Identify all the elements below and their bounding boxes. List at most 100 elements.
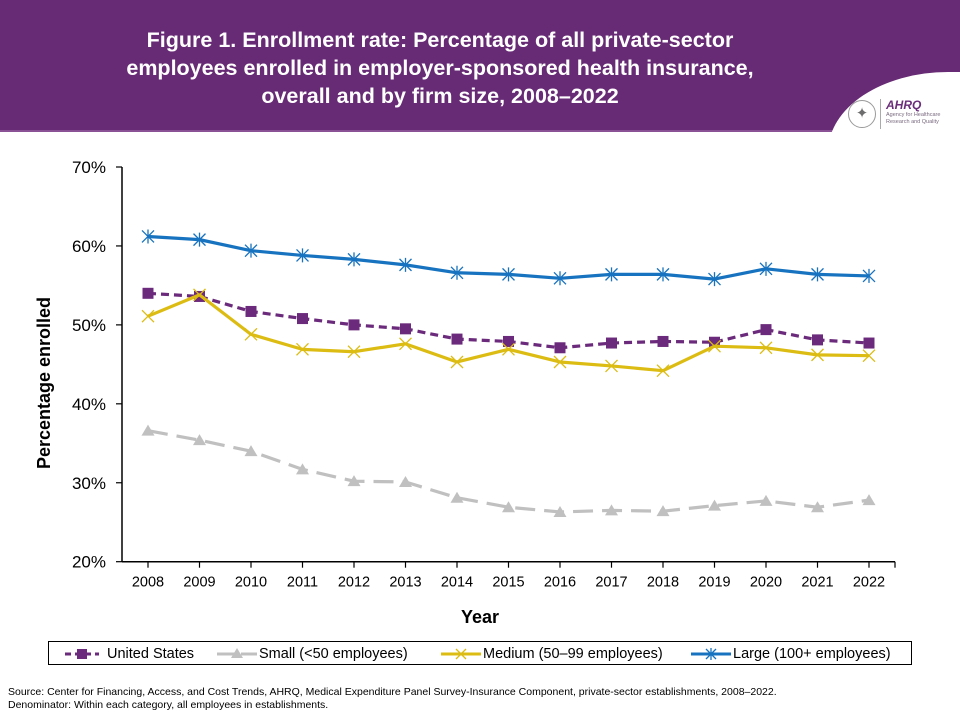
data-point-asterisk	[759, 261, 773, 276]
x-tick-label: 2009	[183, 575, 215, 591]
logo-area	[812, 72, 960, 212]
legend-label: Medium (50–99 employees)	[483, 646, 663, 662]
data-point-triangle	[708, 499, 721, 511]
legend-marker-x-icon	[441, 648, 481, 660]
title-line-2: employees enrolled in employer-sponsored…	[126, 56, 754, 80]
x-tick-label: 2018	[647, 575, 679, 591]
data-point-triangle	[244, 445, 258, 457]
data-point-asterisk	[399, 257, 412, 272]
legend-marker-triangle-icon	[217, 648, 257, 658]
data-point-triangle	[502, 501, 515, 513]
x-tick-label: 2008	[132, 575, 164, 591]
x-tick-label: 2022	[853, 575, 885, 591]
data-point-square	[812, 334, 823, 346]
data-point-asterisk	[605, 267, 618, 282]
data-point-square	[348, 319, 360, 331]
data-point-x	[502, 342, 515, 356]
data-point-square	[245, 305, 257, 317]
data-point-x	[708, 339, 721, 353]
legend-label: Large (100+ employees)	[733, 646, 891, 662]
data-point-x	[399, 337, 412, 351]
legend-marker-square-icon	[65, 649, 99, 659]
logo-divider	[880, 99, 881, 129]
x-tick-label: 2020	[750, 575, 782, 591]
data-point-x	[759, 341, 773, 355]
y-tick-label: 20%	[72, 553, 106, 572]
line-chart: 20% 30% 40% 50% 60% 70% 2008 2009 2010 2011 2012 20…	[34, 158, 896, 627]
y-tick-label: 50%	[72, 316, 106, 335]
data-point-square	[503, 335, 514, 347]
data-point-x	[141, 309, 155, 323]
y-tick-label: 40%	[72, 395, 106, 414]
data-point-x	[450, 355, 464, 369]
data-point-x	[193, 288, 206, 302]
series-small-50-employees	[141, 424, 876, 517]
data-point-triangle	[553, 505, 567, 517]
title-line-1: Figure 1. Enrollment rate: Percentage of…	[146, 28, 734, 52]
x-axis-title: Year	[461, 607, 499, 627]
x-tick-label: 2014	[441, 575, 473, 591]
data-point-square	[451, 333, 463, 345]
data-point-x	[605, 359, 618, 373]
data-point-square	[297, 313, 308, 325]
data-point-triangle	[141, 424, 155, 436]
data-point-asterisk	[502, 267, 515, 282]
header-banner: Figure 1. Enrollment rate: Percentage of…	[0, 0, 960, 212]
data-point-asterisk	[708, 272, 721, 287]
x-tick-label: 2017	[595, 575, 627, 591]
x-tick-label: 2019	[698, 575, 730, 591]
data-point-x	[244, 327, 258, 341]
ahrq-logo-subtext: Agency for Healthcare Research and Quali…	[886, 112, 941, 125]
data-point-asterisk	[811, 267, 824, 282]
y-tick-label: 30%	[72, 474, 106, 493]
data-point-asterisk	[450, 265, 464, 280]
data-point-triangle	[347, 475, 361, 487]
source-note: Source: Center for Financing, Access, an…	[8, 686, 777, 698]
data-point-x	[296, 342, 309, 356]
data-point-asterisk	[656, 267, 670, 282]
legend-label: United States	[107, 646, 195, 662]
data-point-square	[606, 337, 617, 349]
series-medium-50-99-employees	[141, 288, 876, 378]
y-axis-title: Percentage enrolled	[34, 297, 54, 469]
legend-item-large: Large (100+ employees)	[689, 644, 909, 664]
legend: United States Small (<50 employees) Medi…	[48, 641, 912, 665]
y-tick-label: 60%	[72, 237, 106, 256]
chart-title: Figure 1. Enrollment rate: Percentage of…	[80, 26, 800, 110]
denominator-note: Denominator: Within each category, all e…	[8, 699, 329, 711]
legend-item-small: Small (<50 employees)	[215, 644, 445, 664]
title-line-3: overall and by firm size, 2008–2022	[261, 84, 619, 108]
x-tick-label: 2013	[389, 575, 421, 591]
footer-notes: Source: Center for Financing, Access, an…	[8, 686, 777, 712]
data-point-square	[709, 336, 720, 348]
data-point-x	[347, 345, 361, 359]
legend-label: Small (<50 employees)	[259, 646, 408, 662]
data-point-triangle	[296, 463, 309, 475]
series-united-states	[142, 287, 875, 354]
data-point-asterisk	[141, 229, 155, 244]
data-point-triangle	[656, 505, 670, 517]
series-line	[147, 429, 870, 514]
data-point-triangle	[811, 501, 824, 513]
x-tick-label: 2015	[492, 575, 524, 591]
data-point-asterisk	[193, 232, 206, 247]
ahrq-logo: AHRQ	[886, 98, 922, 112]
data-point-x	[553, 355, 567, 369]
hhs-eagle-icon: ✦	[848, 100, 876, 128]
data-point-asterisk	[296, 248, 309, 263]
x-tick-label: 2010	[235, 575, 267, 591]
data-point-square	[142, 287, 154, 299]
legend-item-united-states: United States	[63, 644, 223, 664]
data-point-square	[863, 337, 875, 349]
x-tick-label: 2016	[544, 575, 576, 591]
legend-marker-asterisk-icon	[691, 648, 731, 660]
data-point-asterisk	[244, 243, 258, 258]
data-point-square	[554, 342, 566, 354]
data-point-asterisk	[862, 268, 876, 283]
data-point-triangle	[193, 434, 206, 446]
x-tick-label: 2011	[287, 575, 318, 591]
data-point-triangle	[605, 504, 618, 516]
axes: 20% 30% 40% 50% 60% 70% 2008 2009 2010 2011 2012 20…	[72, 158, 896, 591]
series-large-100-employees	[141, 229, 876, 287]
data-point-square	[760, 324, 772, 336]
